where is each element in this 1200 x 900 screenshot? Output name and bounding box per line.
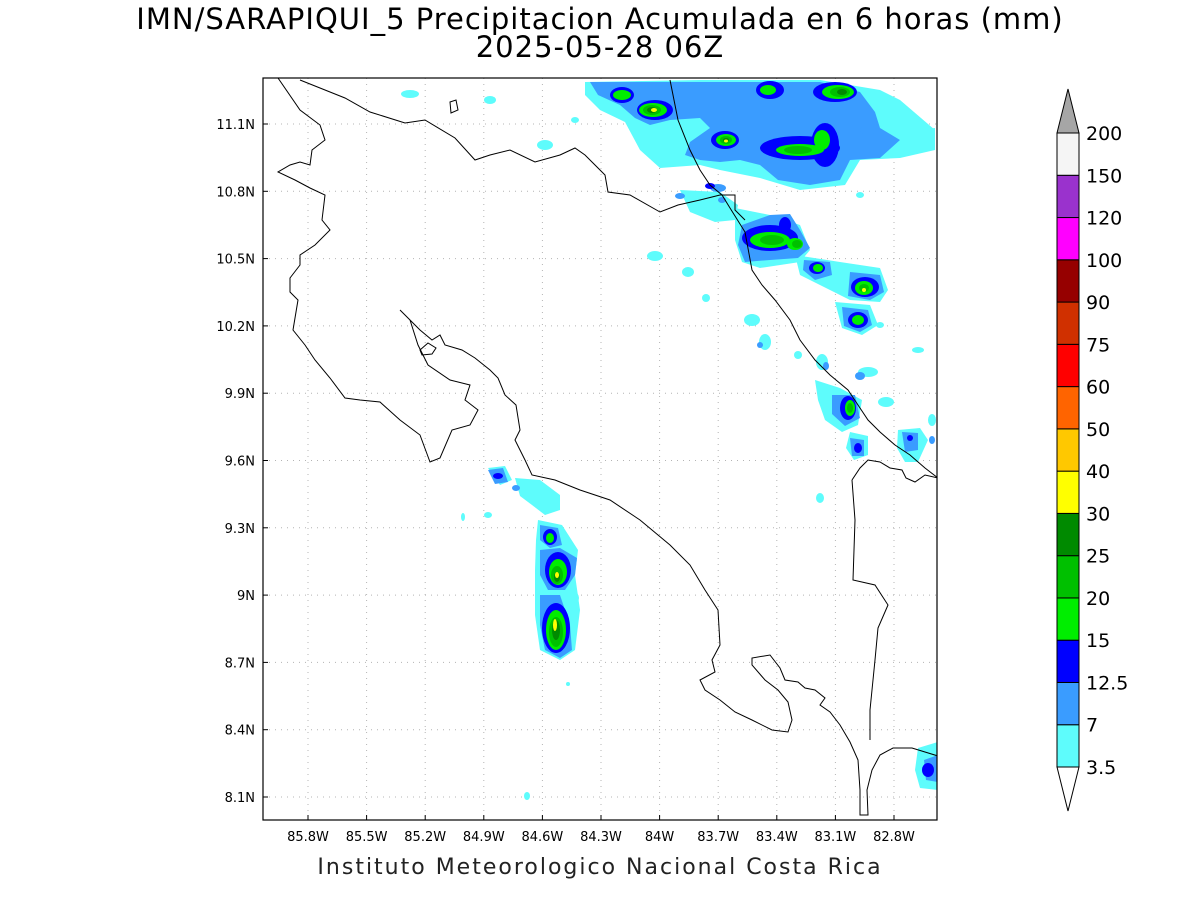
- colorbar-level-label: 25: [1086, 546, 1110, 568]
- x-tick-label: 85.2W: [404, 830, 446, 845]
- y-tick-label: 10.2N: [216, 320, 255, 335]
- colorbar-swatch: [1056, 597, 1080, 641]
- y-tick-label: 9.3N: [225, 522, 255, 537]
- x-tick-label: 85.5W: [346, 830, 388, 845]
- colorbar-level-label: 60: [1086, 377, 1110, 399]
- colorbar-swatch: [1056, 639, 1080, 683]
- institution-footer: Instituto Meteorologico Nacional Costa R…: [317, 855, 883, 880]
- x-tick-label: 84.3W: [580, 830, 622, 845]
- colorbar-level-label: 40: [1086, 461, 1110, 483]
- colorbar-level-label: 3.5: [1086, 757, 1116, 779]
- precipitation-field: [401, 80, 937, 800]
- colorbar-level-label: 20: [1086, 588, 1110, 610]
- colorbar-swatch: [1056, 174, 1080, 219]
- colorbar-level-label: 12.5: [1086, 672, 1128, 694]
- y-tick-label: 10.5N: [216, 253, 255, 268]
- y-tick-label: 8.7N: [225, 656, 255, 671]
- x-tick-label: 84W: [645, 830, 675, 845]
- x-axis: 85.8W 85.5W 85.2W 84.9W 84.6W 84.3W 84W 83.7W 83…: [287, 815, 915, 845]
- x-tick-label: 82.8W: [873, 830, 915, 845]
- y-axis: 11.1N 10.8N 10.5N 10.2N 9.9N 9.6N 9.3N 9N 8.7N 8.…: [216, 118, 268, 806]
- grid-lines: [263, 78, 937, 820]
- x-tick-label: 83.1W: [814, 830, 856, 845]
- y-tick-label: 11.1N: [216, 118, 255, 133]
- colorbar-swatch: [1056, 132, 1080, 176]
- colorbar-level-label: 90: [1086, 292, 1110, 314]
- colorbar-level-label: 50: [1086, 419, 1110, 441]
- colorbar-legend: 3.5 7 12.5 15 20 25 30 40 50 60 75 90 100 120 150 200: [1056, 88, 1128, 812]
- colorbar-swatch: [1056, 555, 1080, 599]
- map-title: IMN/SARAPIQUI_5 Precipitacion Acumulada …: [136, 2, 1064, 36]
- x-tick-label: 84.6W: [521, 830, 563, 845]
- colorbar-swatch: [1056, 681, 1080, 726]
- map-date: 2025-05-28 06Z: [475, 30, 725, 64]
- x-tick-label: 84.9W: [463, 830, 505, 845]
- plot-frame: [262, 77, 938, 821]
- x-tick-label: 85.8W: [287, 830, 329, 845]
- y-tick-label: 10.8N: [216, 185, 255, 200]
- colorbar-swatch: [1056, 512, 1080, 557]
- colorbar-swatch: [1056, 428, 1080, 472]
- colorbar-over-triangle: [1056, 88, 1080, 134]
- y-tick-label: 9.6N: [225, 455, 255, 470]
- colorbar-level-label: 30: [1086, 503, 1110, 525]
- colorbar-swatch: [1056, 217, 1080, 261]
- colorbar-level-label: 100: [1086, 250, 1122, 272]
- x-tick-label: 83.7W: [697, 830, 739, 845]
- colorbar-level-label: 7: [1086, 715, 1098, 737]
- colorbar-level-label: 120: [1086, 208, 1122, 230]
- colorbar-swatch: [1056, 470, 1080, 514]
- y-tick-label: 8.1N: [225, 791, 255, 806]
- y-tick-label: 9.9N: [225, 387, 255, 402]
- coastline-borders: [276, 78, 937, 816]
- colorbar-swatch: [1056, 386, 1080, 430]
- colorbar-level-label: 150: [1086, 165, 1122, 187]
- y-tick-label: 8.4N: [225, 724, 255, 739]
- colorbar-level-label: 200: [1086, 123, 1122, 145]
- colorbar-swatch: [1056, 343, 1080, 388]
- colorbar-under-triangle: [1056, 766, 1080, 812]
- colorbar-swatch: [1056, 301, 1080, 345]
- colorbar-level-label: 75: [1086, 334, 1110, 356]
- x-tick-label: 83.4W: [756, 830, 798, 845]
- colorbar-swatch: [1056, 259, 1080, 303]
- y-tick-label: 9N: [237, 589, 255, 604]
- colorbar-swatch: [1056, 724, 1080, 768]
- colorbar-level-label: 15: [1086, 630, 1110, 652]
